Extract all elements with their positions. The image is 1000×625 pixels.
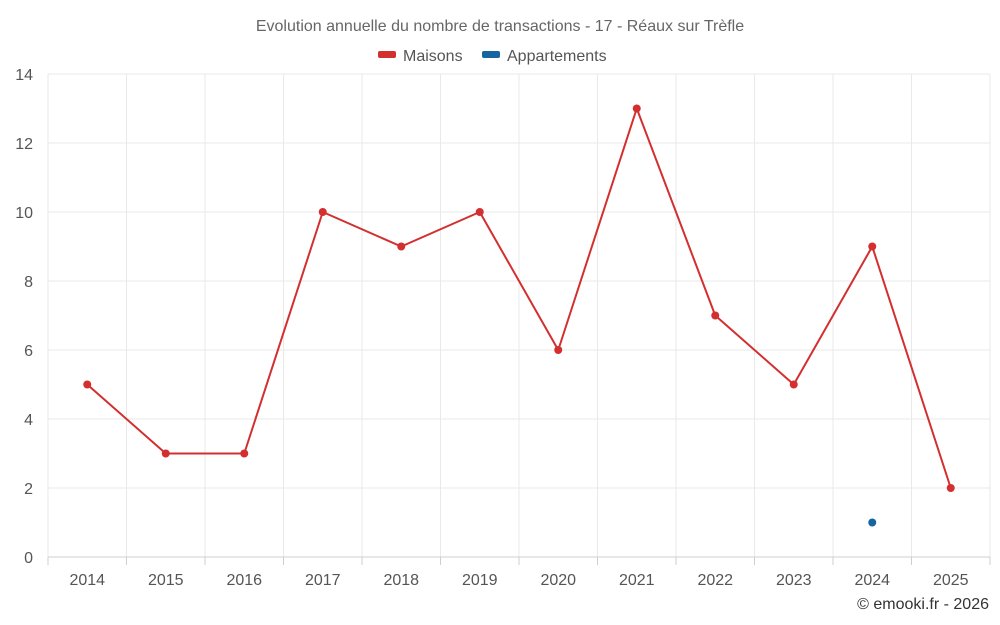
legend-swatch-maisons	[378, 51, 396, 58]
x-tick-label-2020: 2020	[540, 572, 576, 589]
chart-title: Evolution annuelle du nombre de transact…	[256, 18, 744, 35]
x-tick-label-2016: 2016	[226, 572, 262, 589]
y-tick-label: 0	[24, 550, 33, 567]
y-tick-label: 2	[24, 481, 33, 498]
credit-text: © emooki.fr - 2026	[857, 596, 989, 613]
axes: 0 2 4 6 8 10 12 14 2014 2015 2016 2017 2018 2019 2020 2…	[15, 67, 991, 589]
point-maisons-2024[interactable]	[868, 242, 877, 251]
point-maisons-2022[interactable]	[711, 311, 720, 320]
x-tick-label-2025: 2025	[933, 572, 969, 589]
x-tick-label-2018: 2018	[383, 572, 419, 589]
x-tick-label-2014: 2014	[69, 572, 105, 589]
series-appartements	[868, 518, 877, 527]
grid	[47, 73, 991, 557]
y-tick-label: 6	[24, 343, 33, 360]
point-maisons-2019[interactable]	[475, 208, 484, 216]
point-maisons-2017[interactable]	[318, 208, 327, 216]
x-tick-label-2021: 2021	[619, 572, 655, 589]
x-tick-label-2023: 2023	[776, 572, 812, 589]
x-tick-label-2019: 2019	[462, 572, 498, 589]
x-tick-label-2024: 2024	[854, 572, 890, 589]
y-tick-label: 8	[24, 274, 33, 291]
y-tick-label: 14	[15, 67, 33, 84]
legend-label-appartements: Appartements	[507, 48, 607, 65]
y-tick-label: 10	[15, 205, 33, 222]
point-appartements-2024[interactable]	[868, 518, 877, 527]
legend-item-appartements[interactable]: Appartements	[482, 48, 607, 65]
point-maisons-2016[interactable]	[240, 449, 249, 458]
series	[83, 104, 955, 527]
y-tick-label: 12	[15, 136, 33, 153]
x-tick-label-2022: 2022	[697, 572, 733, 589]
legend[interactable]: Maisons Appartements	[378, 48, 607, 65]
series-maisons	[83, 104, 955, 492]
point-maisons-2014[interactable]	[83, 380, 92, 389]
point-maisons-2018[interactable]	[397, 242, 406, 251]
x-tick-label-2015: 2015	[148, 572, 184, 589]
x-tick-label-2017: 2017	[305, 572, 341, 589]
y-tick-label: 4	[24, 412, 33, 429]
point-maisons-2021[interactable]	[632, 104, 641, 113]
point-maisons-2025[interactable]	[946, 484, 955, 492]
legend-label-maisons: Maisons	[403, 48, 463, 65]
series-line-maisons	[86, 107, 952, 489]
legend-item-maisons[interactable]: Maisons	[378, 48, 463, 65]
point-maisons-2015[interactable]	[161, 449, 170, 458]
legend-swatch-appartements	[482, 51, 500, 58]
point-maisons-2020[interactable]	[554, 346, 563, 354]
point-maisons-2023[interactable]	[789, 380, 798, 389]
